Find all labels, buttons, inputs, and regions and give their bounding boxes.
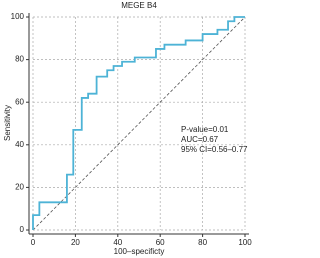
x-tick-label: 40 (113, 238, 122, 247)
x-tick-label: 0 (31, 238, 36, 247)
x-axis-label: 100–specificty (114, 247, 165, 256)
chart: MEGE B4 100–specificty Sensitivity 0 20 40… (3, 1, 252, 256)
chart-title: MEGE B4 (121, 1, 157, 10)
x-tick-label: 20 (71, 238, 80, 247)
roc-curve (32, 16, 245, 230)
y-tick-label: 100 (11, 12, 25, 21)
annotation: AUC=0.67 (181, 135, 219, 144)
y-tick-label: 40 (15, 140, 24, 149)
y-tick-label: 80 (15, 55, 24, 64)
annotation: 95% CI=0.56–0.77 (181, 145, 248, 154)
x-tick-label: 100 (238, 238, 252, 247)
y-tick-label: 20 (15, 183, 24, 192)
y-tick-label: 0 (20, 225, 25, 234)
x-tick-label: 80 (198, 238, 207, 247)
y-tick-label: 60 (15, 97, 24, 106)
reference-line (32, 16, 246, 231)
y-axis-label: Sensitivity (3, 105, 12, 141)
annotation: P-value=0.01 (181, 125, 229, 134)
x-tick-label: 60 (156, 238, 165, 247)
